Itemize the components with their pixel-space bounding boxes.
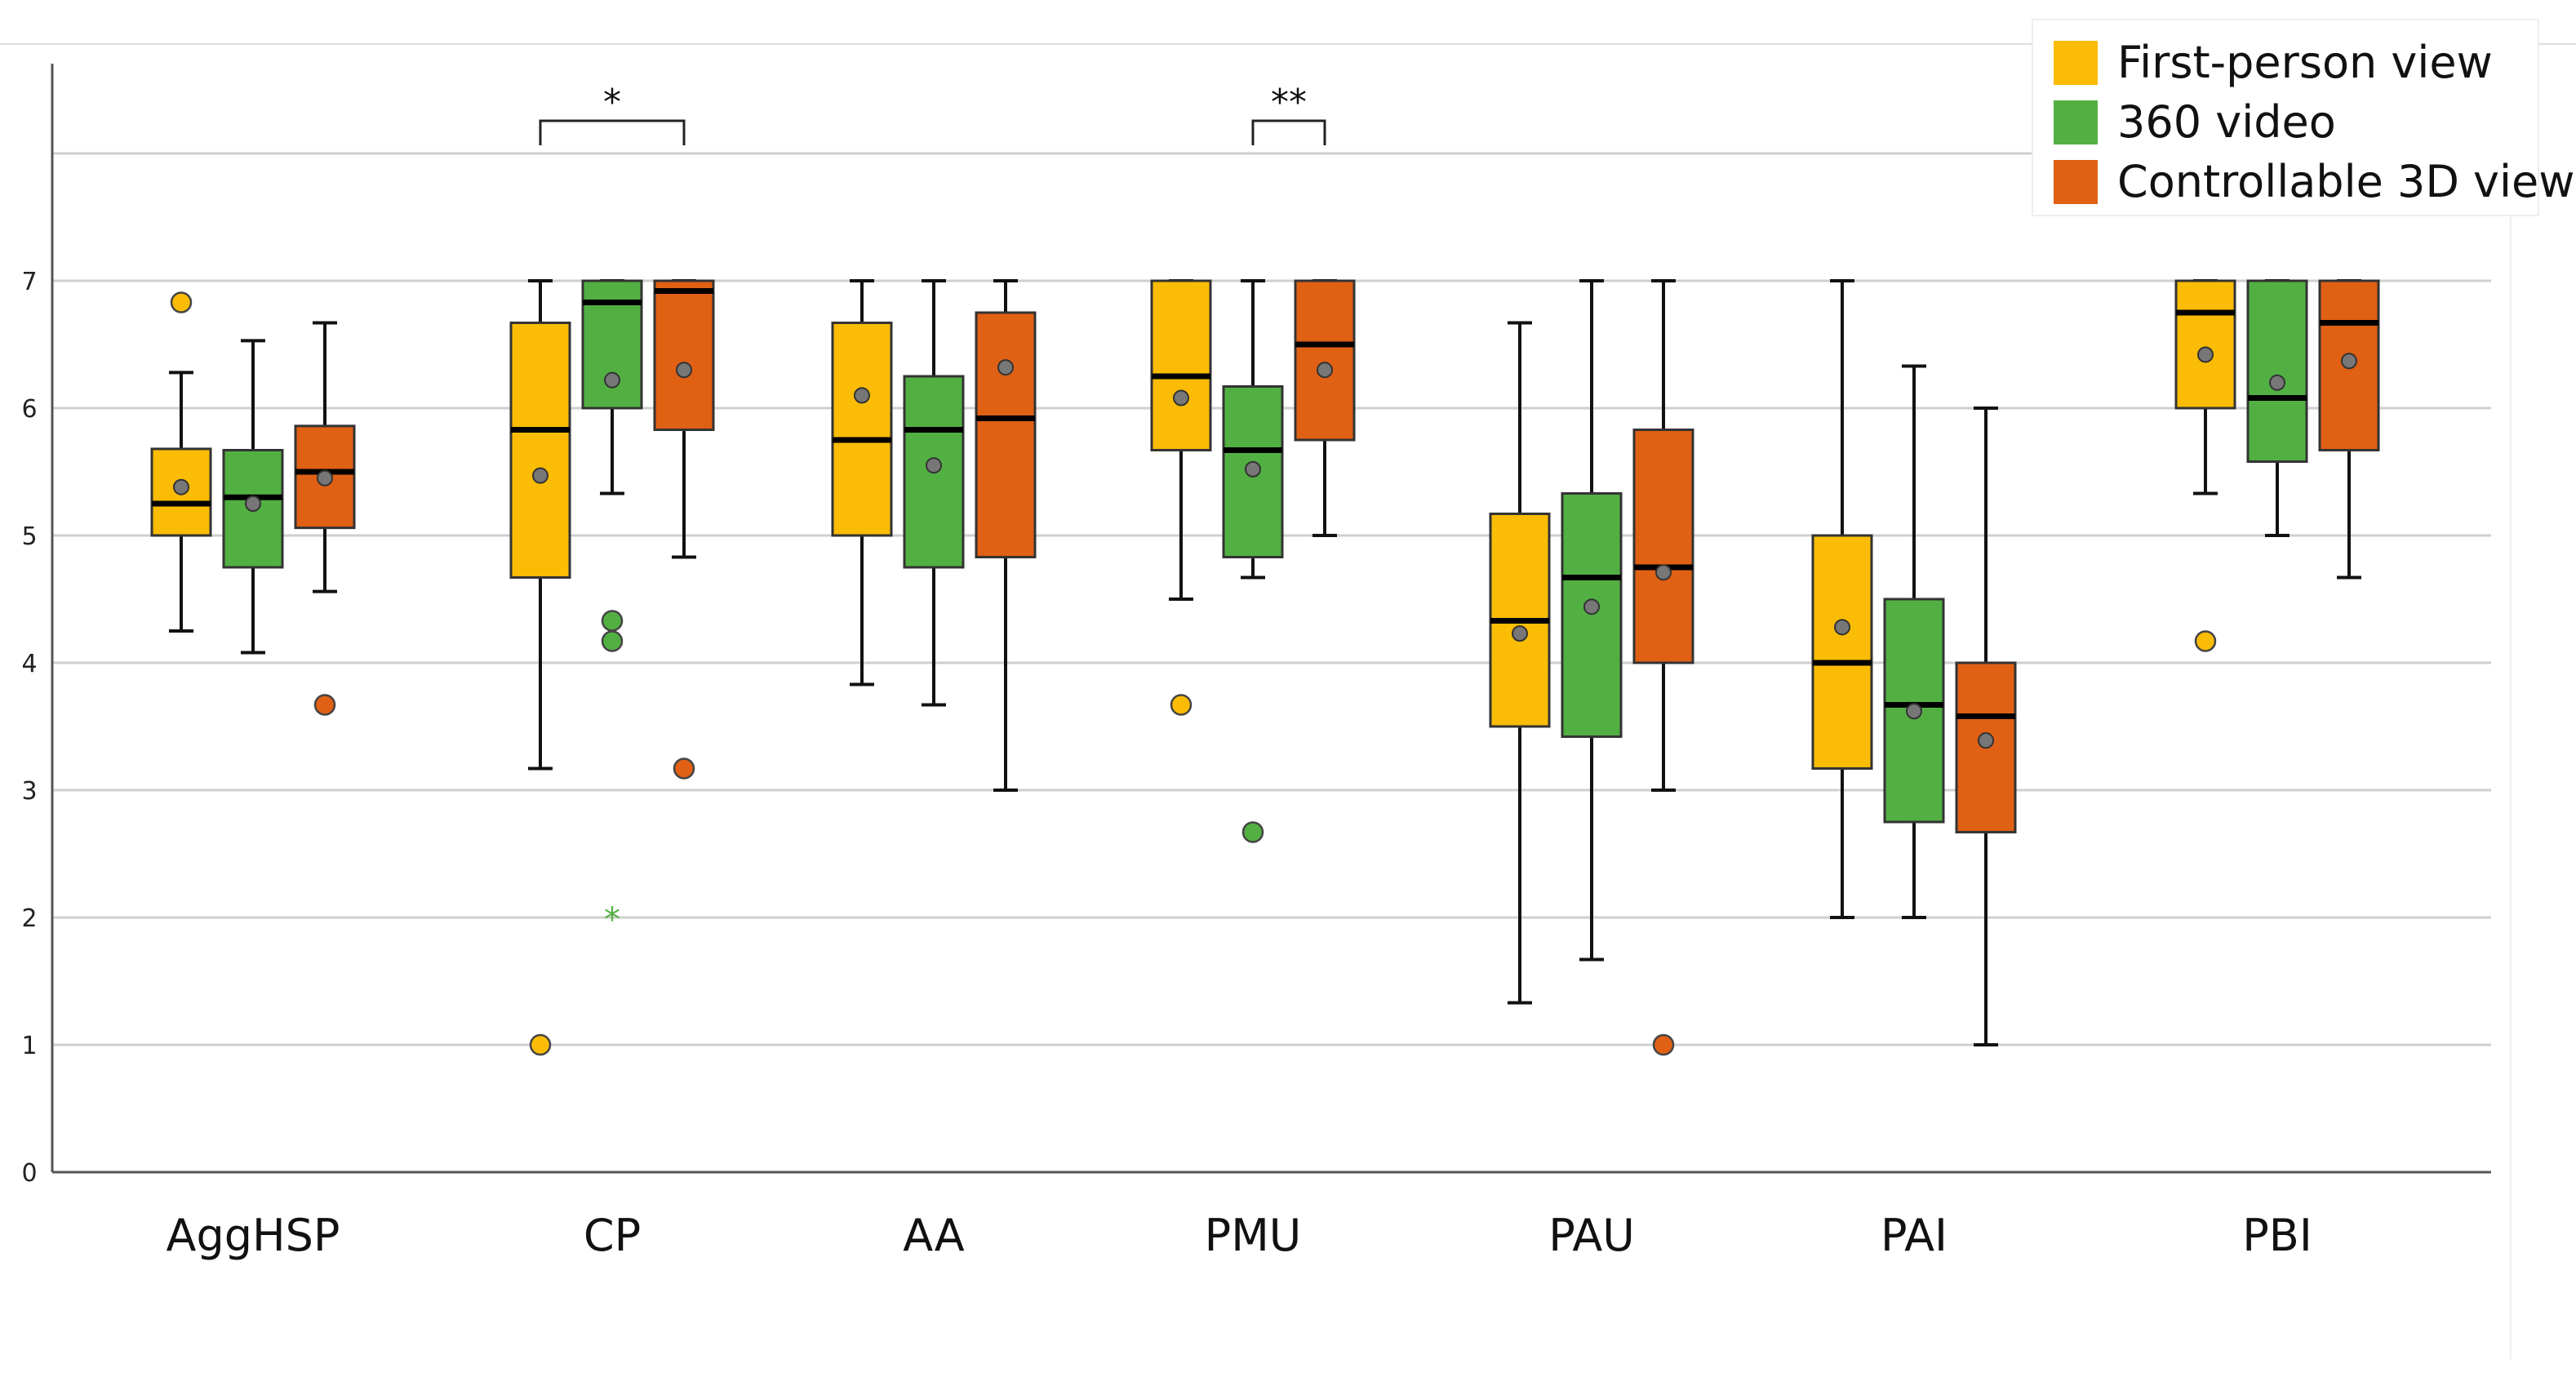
box-PAU-1	[1561, 279, 1623, 962]
legend-label: First-person view	[2117, 37, 2493, 88]
legend-swatch	[2054, 160, 2098, 204]
mean-marker	[173, 478, 189, 495]
y-tick-label: 2	[21, 904, 37, 933]
box-PMU-1	[1222, 279, 1284, 843]
mean-marker	[1173, 389, 1189, 407]
mean-marker	[2269, 374, 2285, 391]
mean-marker	[532, 467, 549, 484]
x-category-label: AA	[903, 1210, 964, 1261]
box-iqr	[1294, 279, 1356, 442]
box-PMU-2	[1294, 279, 1356, 537]
axes: 0 1 2 3 4 5 6 7 AggHSP CP AA PMU PAU PAI PBI	[0, 43, 2576, 1360]
mean-marker	[2341, 353, 2357, 370]
x-category-label: PAU	[1548, 1210, 1635, 1261]
x-category-label: CP	[584, 1210, 641, 1261]
outlier-point	[2194, 630, 2217, 652]
box-PAI-1	[1883, 364, 1945, 919]
box-CP-2	[653, 279, 715, 780]
mean-marker	[245, 495, 261, 512]
box-PMU-0	[1150, 279, 1212, 716]
box-iqr	[1811, 534, 1873, 770]
legend-label: 360 video	[2117, 96, 2336, 148]
significance-bracket	[539, 119, 686, 145]
box-iqr	[2246, 279, 2308, 464]
box-PAI-0	[1811, 279, 1873, 919]
y-tick-label: 6	[21, 395, 37, 424]
box-iqr	[831, 321, 893, 537]
box-iqr	[1561, 492, 1623, 738]
mean-marker	[997, 359, 1014, 376]
legend: First-person view 360 video Controllable 3…	[2032, 19, 2574, 216]
outlier-point	[529, 1033, 552, 1056]
legend-swatch	[2054, 100, 2098, 144]
significance-annotations: * **	[539, 82, 1326, 145]
box-iqr	[2174, 279, 2236, 410]
legend-label: Controllable 3D view	[2117, 156, 2574, 207]
box-AggHSP-2	[294, 321, 356, 716]
outlier-point	[170, 291, 193, 313]
mean-marker	[1512, 625, 1528, 642]
outlier-point	[1652, 1033, 1675, 1056]
outlier-point	[1170, 694, 1193, 716]
mean-marker	[926, 457, 942, 474]
outlier-point	[601, 630, 624, 652]
box-iqr	[975, 311, 1037, 559]
box-AA-0	[831, 279, 893, 686]
box-iqr	[509, 321, 571, 579]
outlier-point	[1241, 821, 1264, 843]
box-PBI-1	[2246, 279, 2308, 537]
box-PAU-0	[1489, 321, 1551, 1005]
x-category-label: PBI	[2242, 1210, 2312, 1261]
y-tick-label: 0	[21, 1159, 37, 1188]
x-category-label: PMU	[1205, 1210, 1302, 1261]
box-iqr	[1632, 429, 1694, 664]
x-category-label: PAI	[1881, 1210, 1948, 1261]
mean-marker	[317, 469, 333, 486]
mean-marker	[604, 371, 620, 389]
mean-marker	[1906, 703, 1922, 720]
mean-marker	[1317, 362, 1333, 379]
y-tick-label: 7	[21, 268, 37, 296]
box-PBI-0	[2174, 279, 2236, 652]
box-AggHSP-0	[150, 291, 212, 633]
outlier-point	[673, 757, 695, 780]
box-plots: *	[150, 279, 2380, 1056]
mean-marker	[676, 362, 692, 379]
mean-marker	[1655, 564, 1672, 581]
significance-label: **	[1271, 82, 1307, 123]
extreme-point: *	[604, 901, 620, 939]
legend-swatch	[2054, 41, 2098, 85]
y-tick-label: 4	[21, 650, 37, 678]
box-PAI-2	[1955, 407, 2017, 1046]
mean-marker	[1245, 460, 1261, 478]
mean-marker	[1583, 598, 1600, 615]
mean-marker	[2197, 346, 2214, 363]
legend-box	[2032, 19, 2539, 216]
box-CP-0	[509, 279, 571, 1056]
outlier-point	[601, 610, 624, 632]
mean-marker	[1978, 732, 1994, 749]
box-iqr	[1150, 279, 1212, 451]
y-tick-label: 3	[21, 777, 37, 806]
y-tick-label: 1	[21, 1032, 37, 1060]
significance-label: *	[603, 82, 621, 123]
x-category-label: AggHSP	[167, 1210, 340, 1261]
box-AggHSP-1	[222, 339, 284, 655]
significance-bracket	[1251, 119, 1326, 145]
y-tick-label: 5	[21, 522, 37, 551]
box-iqr	[653, 279, 715, 432]
box-AA-2	[975, 279, 1037, 792]
box-PAU-2	[1632, 279, 1694, 1056]
mean-marker	[854, 387, 870, 404]
box-PBI-2	[2318, 279, 2380, 580]
box-CP-1: *	[581, 279, 643, 939]
box-AA-1	[903, 279, 965, 707]
mean-marker	[1834, 619, 1850, 636]
outlier-point	[313, 694, 336, 716]
